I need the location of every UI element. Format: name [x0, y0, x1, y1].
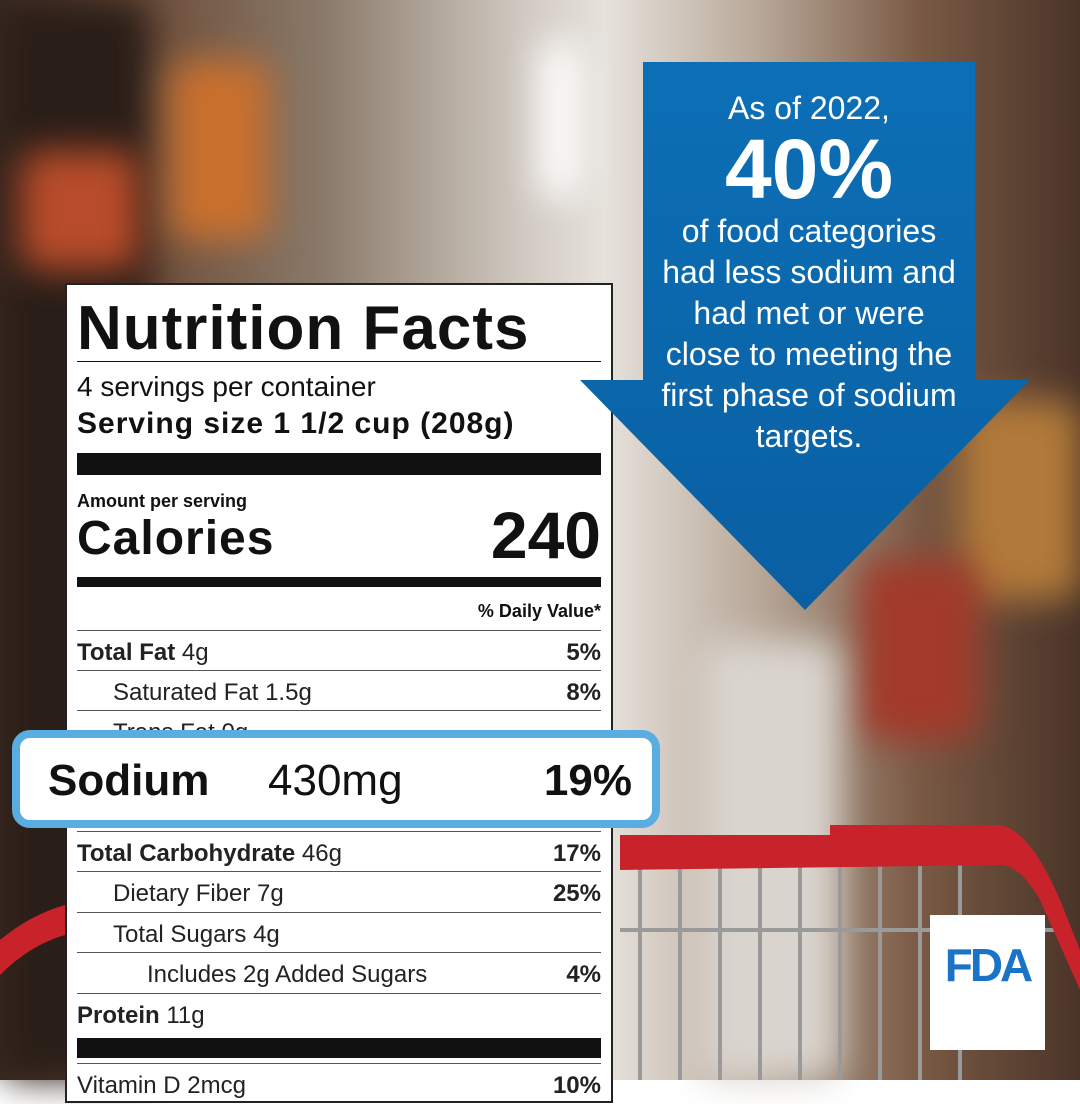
- nutrient-amount: 4g: [181, 639, 209, 666]
- nutrient-dv: 5%: [566, 639, 601, 666]
- calories-value: 240: [490, 498, 601, 572]
- fda-logo: FDA: [930, 915, 1045, 1050]
- nutrient-label: Total Carbohydrate 46g: [77, 840, 342, 868]
- nutrient-label: Includes 2g Added Sugars: [147, 961, 427, 989]
- medium-rule: [77, 577, 601, 587]
- nutrient-row: Protein 11g: [77, 993, 601, 1034]
- nutrient-name: Includes 2g Added Sugars: [147, 961, 428, 988]
- nutrient-row: Total Carbohydrate 46g 17%: [77, 831, 601, 872]
- shopping-cart: [0, 825, 1080, 1080]
- sodium-dv: 19%: [543, 756, 632, 805]
- nutrient-name: Total Fat: [77, 639, 176, 666]
- nutrient-name: Dietary Fiber 7g: [113, 880, 284, 907]
- daily-value-header: % Daily Value*: [477, 601, 601, 621]
- serving-size: Serving size 1 1/2 cup (208g): [77, 407, 515, 440]
- nutrient-label: Saturated Fat 1.5g: [113, 679, 312, 707]
- callout-lead: As of 2022,: [728, 90, 890, 126]
- label-title: Nutrition Facts: [77, 294, 530, 363]
- servings: 4 servings per container: [77, 371, 376, 402]
- nutrient-dv: 4%: [566, 961, 601, 988]
- nutrient-name: Total Carbohydrate: [77, 840, 296, 867]
- nutrient-row: Includes 2g Added Sugars 4%: [77, 952, 601, 993]
- sodium-amount: 430mg: [268, 756, 403, 805]
- nutrient-label: Total Sugars 4g: [113, 921, 280, 949]
- callout-arrow: [580, 62, 1030, 610]
- calories-label: Calories: [77, 512, 275, 565]
- nutrient-name: Total Sugars 4g: [113, 921, 280, 948]
- nutrient-amount: 46g: [301, 840, 342, 867]
- nutrition-label: Nutrition Facts 4 servings per container…: [65, 283, 613, 1103]
- nutrient-name: Protein: [77, 1002, 160, 1029]
- nutrient-label: Total Fat 4g: [77, 639, 209, 667]
- thick-rule: [77, 1038, 601, 1058]
- nutrient-row: Total Fat 4g 5%: [77, 630, 601, 671]
- amount-per-serving: Amount per serving: [77, 491, 248, 511]
- thick-rule: [77, 453, 601, 475]
- nutrient-label: Protein 11g: [77, 1002, 205, 1030]
- nutrient-amount: 11g: [166, 1002, 205, 1029]
- nutrient-name: Saturated Fat 1.5g: [113, 679, 312, 706]
- nutrient-dv: 25%: [552, 880, 601, 907]
- nutrient-label: Dietary Fiber 7g: [113, 880, 284, 908]
- nutrient-dv: 8%: [566, 679, 601, 706]
- nutrient-row: Saturated Fat 1.5g 8%: [77, 670, 601, 711]
- sodium-highlight: Sodium 430mg 19%: [12, 730, 660, 828]
- nutrient-row: Dietary Fiber 7g 25%: [77, 871, 601, 912]
- callout-text: As of 2022, 40% of food categories had l…: [643, 90, 975, 457]
- callout-figure: 40%: [724, 122, 894, 216]
- nutrient-dv: 17%: [552, 840, 601, 867]
- callout-body: of food categories had less sodium and h…: [661, 213, 957, 454]
- sodium-name: Sodium: [48, 756, 210, 805]
- nutrient-row: Total Sugars 4g: [77, 912, 601, 953]
